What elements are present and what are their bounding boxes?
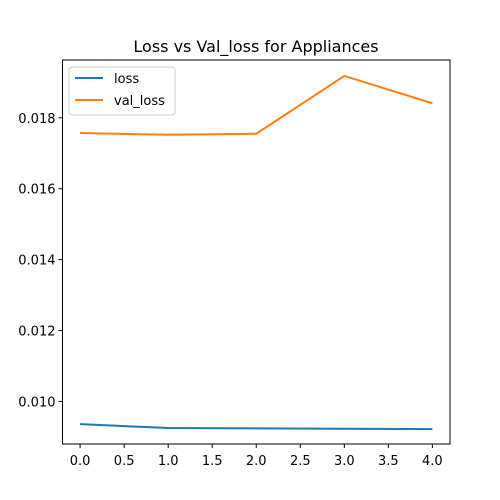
legend-label: loss xyxy=(114,72,139,87)
y-tick-label: 0.014 xyxy=(18,254,55,269)
y-tick-label: 0.012 xyxy=(18,325,55,340)
chart-title: Loss vs Val_loss for Appliances xyxy=(133,37,378,57)
x-tick-label: 3.0 xyxy=(334,454,355,469)
x-tick-label: 0.5 xyxy=(114,454,135,469)
x-tick-label: 0.0 xyxy=(70,454,91,469)
y-axis: 0.010 0.012 0.014 0.016 0.018 xyxy=(18,112,63,410)
y-tick-label: 0.010 xyxy=(18,395,55,410)
x-tick-label: 2.0 xyxy=(246,454,267,469)
plot-frame xyxy=(62,59,451,445)
x-tick-label: 4.0 xyxy=(422,454,443,469)
y-tick-label: 0.018 xyxy=(18,112,55,127)
x-axis: 0.0 0.5 1.0 1.5 2.0 2.5 3.0 3.5 4.0 xyxy=(70,444,443,469)
x-tick-label: 3.5 xyxy=(378,454,399,469)
series-line-val-loss xyxy=(80,74,433,136)
x-tick-label: 1.0 xyxy=(158,454,179,469)
legend-label: val_loss xyxy=(114,94,165,109)
y-tick-label: 0.016 xyxy=(18,183,55,198)
series-line-loss xyxy=(80,423,433,431)
plot-lines xyxy=(80,74,433,431)
legend: loss val_loss xyxy=(68,66,176,116)
x-tick-label: 2.5 xyxy=(290,454,311,469)
x-tick-label: 1.5 xyxy=(202,454,223,469)
